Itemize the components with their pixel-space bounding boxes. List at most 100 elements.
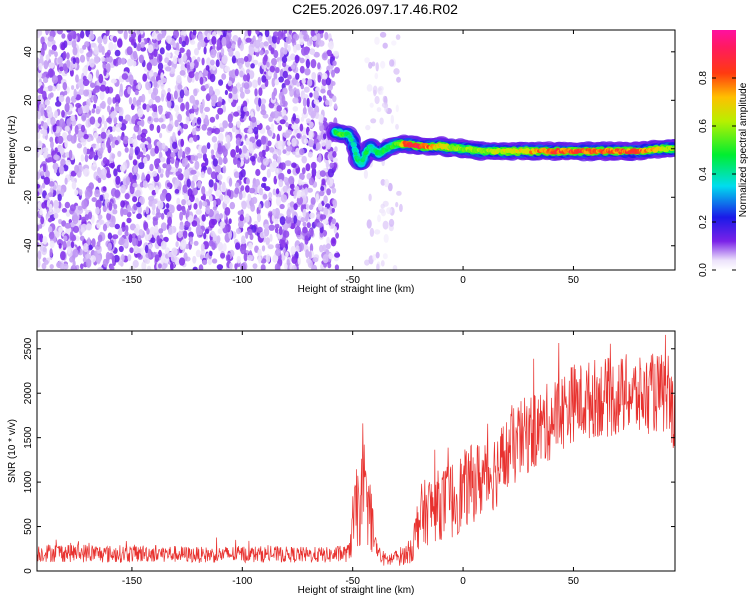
noise-cell — [159, 132, 163, 139]
noise-cell — [294, 54, 300, 64]
noise-cell — [249, 155, 256, 162]
noise-cell — [211, 36, 217, 45]
noise-cell — [57, 56, 63, 64]
noise-cell — [62, 63, 68, 72]
noise-cell — [285, 251, 289, 258]
noise-cell — [226, 254, 231, 261]
noise-cell — [118, 115, 124, 122]
noise-cell — [245, 213, 250, 223]
noise-cell — [229, 262, 233, 270]
snr-x-tick-label: -50 — [345, 576, 360, 587]
noise-cell — [208, 218, 215, 229]
noise-cell — [315, 193, 319, 203]
spectrogram-x-tick-label: -100 — [232, 275, 252, 286]
noise-cell — [241, 200, 247, 210]
noise-cell — [136, 30, 141, 35]
noise-cell — [193, 240, 199, 246]
noise-cell — [274, 167, 279, 176]
noise-cell — [213, 143, 218, 151]
noise-cell — [307, 78, 313, 87]
noise-cell — [172, 55, 178, 65]
noise-cell — [119, 164, 126, 172]
noise-cell — [287, 74, 292, 80]
noise-cell — [273, 50, 279, 59]
noise-cell — [243, 82, 250, 90]
noise-cell — [251, 196, 258, 204]
noise-cell — [103, 120, 108, 130]
noise-cell — [120, 207, 124, 217]
noise-cell — [235, 242, 241, 250]
noise-cell — [80, 263, 84, 270]
noise-cell — [363, 169, 368, 179]
noise-cell — [299, 242, 304, 252]
noise-cell — [200, 171, 205, 179]
noise-cell — [83, 146, 88, 155]
noise-cell — [128, 74, 134, 83]
noise-cell — [63, 164, 69, 172]
noise-cell — [310, 30, 315, 37]
noise-cell — [325, 141, 332, 150]
noise-cell — [193, 187, 198, 196]
noise-cell — [132, 182, 138, 188]
noise-cell — [146, 62, 152, 71]
noise-cell — [306, 222, 311, 229]
noise-cell — [274, 227, 279, 234]
noise-cell — [179, 224, 185, 231]
noise-cell — [123, 30, 128, 40]
colorbar-scale — [712, 30, 736, 270]
snr-frame — [36, 330, 676, 572]
noise-cell — [234, 68, 239, 77]
noise-cell — [84, 253, 92, 260]
noise-cell — [239, 70, 244, 78]
noise-cell — [317, 62, 321, 70]
noise-cell — [191, 220, 198, 227]
noise-cell — [221, 54, 228, 64]
noise-cell — [224, 207, 231, 216]
noise-cell — [152, 170, 158, 177]
noise-cell — [113, 168, 118, 177]
noise-cell — [272, 254, 279, 263]
noise-cell — [118, 122, 122, 128]
noise-cell — [164, 57, 170, 64]
noise-cell — [149, 163, 154, 172]
noise-cell — [334, 146, 338, 153]
noise-cell — [382, 95, 387, 103]
noise-cell — [261, 245, 266, 252]
noise-cell — [302, 208, 307, 218]
noise-cell — [149, 98, 154, 105]
noise-cell — [143, 221, 149, 231]
noise-cell — [192, 266, 198, 270]
noise-cell — [139, 143, 145, 149]
noise-cell — [252, 263, 258, 269]
noise-cell — [70, 30, 74, 36]
noise-cell — [295, 245, 301, 253]
noise-cell — [304, 187, 308, 196]
noise-cell — [321, 52, 328, 61]
noise-cell — [194, 71, 200, 82]
noise-cell — [117, 150, 122, 157]
noise-cell — [247, 228, 253, 236]
noise-cell — [148, 184, 154, 191]
noise-cell — [290, 53, 296, 61]
noise-cell — [218, 127, 225, 133]
noise-cell — [174, 104, 180, 112]
noise-cell — [118, 245, 124, 253]
noise-cell — [170, 255, 177, 263]
noise-cell — [284, 160, 291, 167]
noise-cell — [84, 67, 88, 77]
noise-cell — [95, 143, 100, 150]
noise-cell — [47, 157, 54, 163]
noise-cell — [105, 86, 110, 94]
noise-cell — [69, 204, 76, 212]
noise-cell — [158, 263, 162, 269]
noise-cell — [276, 155, 282, 165]
noise-cell — [295, 88, 300, 95]
noise-cell — [234, 263, 238, 270]
noise-cell — [78, 189, 83, 196]
noise-cell — [126, 217, 132, 224]
noise-cell — [65, 159, 71, 166]
noise-cell — [64, 222, 72, 229]
noise-cell — [325, 77, 331, 86]
noise-cell — [42, 236, 48, 245]
noise-cell — [127, 58, 134, 67]
